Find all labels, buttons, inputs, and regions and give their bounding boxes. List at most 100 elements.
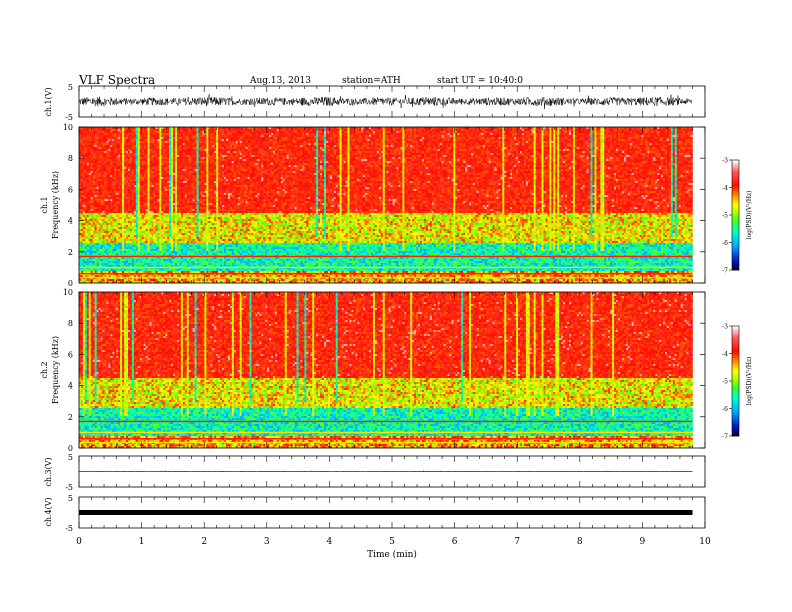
- ch1_spec-cell: [97, 173, 99, 175]
- ch1_spec-cell: [93, 229, 95, 231]
- ch1_spec-cell: [103, 189, 105, 191]
- ch1_spec-cell: [91, 153, 93, 155]
- ch1_spec-cell: [99, 199, 101, 201]
- ch1_spec-cell: [99, 241, 101, 243]
- ch1_spec-cell: [95, 157, 97, 159]
- ch1_spec-cell: [103, 141, 105, 143]
- ch1_spec-cell: [99, 185, 101, 187]
- date-label: Aug.13, 2013: [249, 76, 311, 86]
- ch1_spec-cell: [81, 199, 83, 201]
- ch1_spec-cell: [91, 189, 93, 191]
- ch1_spec-cell: [99, 169, 101, 171]
- ch1_spec-cell: [91, 203, 93, 205]
- ch1_spec-cell: [97, 249, 99, 251]
- ch1_spec-cell: [87, 259, 89, 261]
- ch1_spec-cell: [97, 141, 99, 143]
- ch1_spec-cell: [103, 261, 105, 263]
- ch1_spec-cell: [81, 175, 83, 177]
- ch1_spec-cell: [97, 149, 99, 151]
- ch1_spec-cell: [95, 131, 97, 133]
- ch1_spec-cell: [103, 223, 105, 225]
- ch1_spec-cell: [95, 181, 97, 183]
- ch1_spec-cell: [89, 135, 91, 137]
- ch1_spec-cell: [83, 163, 85, 165]
- ch1_spec-cell: [99, 233, 101, 235]
- ch1_spec-cell: [99, 193, 101, 195]
- ch1_spec-cell: [91, 157, 93, 159]
- ch1_spec-cell: [103, 149, 105, 151]
- ch1_spec-cell: [95, 231, 97, 233]
- ch1_spec-cell: [99, 149, 101, 151]
- ch1_spec-cell: [103, 221, 105, 223]
- ch1_spec-cell: [95, 139, 97, 141]
- ch1_spec-cell: [83, 185, 85, 187]
- ch1_spec-cell: [99, 259, 101, 261]
- ch1_spec-cell: [81, 225, 83, 227]
- ch1_spec-cell: [97, 145, 99, 147]
- ch1_spec-cell: [91, 253, 93, 255]
- ch1_spec-cell: [101, 173, 103, 175]
- ch1_spec-cell: [83, 245, 85, 247]
- ch1_spec-cell: [85, 185, 87, 187]
- ch1_spec-cell: [95, 269, 97, 271]
- ch1_spec-cell: [87, 217, 89, 219]
- ch1_spec-cell: [101, 279, 103, 281]
- ch1_spec-cell: [97, 233, 99, 235]
- ch1_spec-cell: [95, 211, 97, 213]
- ch1_spec-cell: [87, 245, 89, 247]
- ch1_spec-cell: [95, 175, 97, 177]
- ch1_spec-cell: [81, 229, 83, 231]
- ch1_spec-cell: [91, 135, 93, 137]
- ch1_spec-cell: [97, 199, 99, 201]
- ch1_spec-cell: [95, 203, 97, 205]
- ch1_spec-cell: [83, 141, 85, 143]
- ch1_spec-cell: [83, 223, 85, 225]
- ch1_spec-cell: [83, 153, 85, 155]
- ch1_spec-cell: [81, 149, 83, 151]
- ch1_spec-cell: [103, 209, 105, 211]
- ch1_spec-cell: [89, 219, 91, 221]
- ch1_spec-cell: [93, 249, 95, 251]
- ch1_spec-cell: [99, 183, 101, 185]
- ch1_spec-cell: [91, 155, 93, 157]
- ch1_spec-cell: [97, 207, 99, 209]
- ch1_spec-cell: [103, 157, 105, 159]
- ch1_spec-cell: [87, 177, 89, 179]
- ch1_spec-cell: [81, 165, 83, 167]
- ch1_spec-cell: [95, 141, 97, 143]
- ch1_wave-trace: [79, 94, 692, 109]
- ch1_spec-cell: [81, 203, 83, 205]
- ch1_spec-cell: [91, 201, 93, 203]
- ch1_spec-cell: [103, 215, 105, 217]
- ch1_spec-cell: [99, 225, 101, 227]
- ch1_spec-cell: [87, 247, 89, 249]
- ch1_spec-cell: [89, 149, 91, 151]
- ch1_spec-cell: [99, 195, 101, 197]
- ch1_spec-cell: [85, 183, 87, 185]
- ch1_spec-cell: [89, 243, 91, 245]
- ch1_spec-cell: [103, 147, 105, 149]
- ch1_spec-cell: [103, 145, 105, 147]
- ch1_spec-cell: [93, 217, 95, 219]
- ch1_spec-cell: [93, 261, 95, 263]
- ch1_spec-cell: [83, 241, 85, 243]
- ch1_spec-cell: [103, 173, 105, 175]
- ch1_spec-cell: [81, 209, 83, 211]
- ch1_spec-cell: [89, 201, 91, 203]
- ch1_spec-cell: [95, 159, 97, 161]
- ch1_spec-cell: [89, 167, 91, 169]
- ch1_spec-cell: [85, 135, 87, 137]
- ch1_spec-cell: [91, 227, 93, 229]
- ch1_spec-cell: [103, 217, 105, 219]
- ch1_spec-cell: [91, 187, 93, 189]
- ch1_spec-cell: [87, 235, 89, 237]
- ch1_spec-cell: [83, 253, 85, 255]
- ch1_spec-cell: [93, 181, 95, 183]
- ch1_spec-cell: [85, 257, 87, 259]
- ch1_spec-cell: [91, 209, 93, 211]
- ch1_spec-cell: [85, 161, 87, 163]
- ch1_spec-cell: [101, 151, 103, 153]
- ch1_spec-cell: [81, 207, 83, 209]
- ch1_spec-cell: [83, 165, 85, 167]
- ch1_spec-cell: [93, 251, 95, 253]
